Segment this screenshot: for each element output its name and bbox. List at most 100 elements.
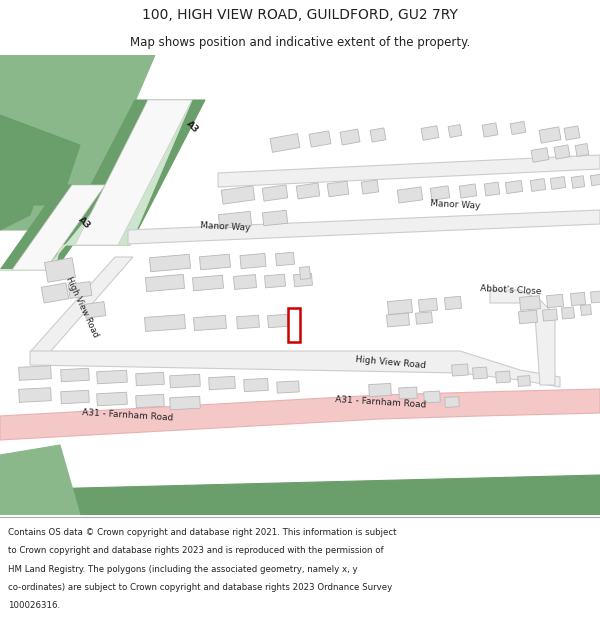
Polygon shape [12,185,105,270]
Polygon shape [145,274,185,292]
Text: High View Road: High View Road [64,275,100,339]
Polygon shape [550,177,566,189]
Polygon shape [61,390,89,404]
Text: A3: A3 [76,215,92,231]
Polygon shape [520,296,541,311]
Polygon shape [542,309,557,321]
Polygon shape [531,148,549,162]
Polygon shape [386,313,409,327]
Polygon shape [209,376,235,389]
Polygon shape [19,388,52,402]
Text: A3: A3 [184,119,200,135]
Polygon shape [448,124,462,138]
Polygon shape [430,186,450,200]
Polygon shape [0,475,600,515]
Text: Manor Way: Manor Way [200,221,251,232]
Text: A31 - Farnham Road: A31 - Farnham Road [335,395,427,409]
Polygon shape [136,372,164,386]
Polygon shape [399,387,417,399]
Polygon shape [510,121,526,134]
Polygon shape [369,383,391,397]
Polygon shape [571,292,586,306]
Text: High View Road: High View Road [355,356,426,371]
Text: co-ordinates) are subject to Crown copyright and database rights 2023 Ordnance S: co-ordinates) are subject to Crown copyr… [8,582,392,592]
Polygon shape [44,258,76,282]
Polygon shape [236,315,259,329]
Polygon shape [68,281,92,299]
Polygon shape [60,100,205,245]
Polygon shape [293,273,313,287]
Polygon shape [482,123,498,137]
Text: 100026316.: 100026316. [8,601,60,610]
Polygon shape [0,445,80,515]
Polygon shape [361,180,379,194]
Polygon shape [299,267,311,279]
Polygon shape [75,100,192,245]
Polygon shape [277,381,299,393]
Polygon shape [170,396,200,410]
Polygon shape [547,294,563,308]
Polygon shape [530,179,545,191]
Text: 100, HIGH VIEW ROAD, GUILDFORD, GU2 7RY: 100, HIGH VIEW ROAD, GUILDFORD, GU2 7RY [142,8,458,22]
Polygon shape [0,55,155,230]
Polygon shape [149,254,191,272]
Polygon shape [309,131,331,147]
Polygon shape [575,144,589,156]
Polygon shape [199,254,230,270]
Polygon shape [564,126,580,140]
Polygon shape [244,378,268,392]
Polygon shape [452,364,469,376]
Polygon shape [262,185,288,201]
Polygon shape [268,314,289,328]
Polygon shape [416,312,433,324]
Polygon shape [562,307,574,319]
Text: Abbot's Close: Abbot's Close [480,284,542,296]
Text: Contains OS data © Crown copyright and database right 2021. This information is : Contains OS data © Crown copyright and d… [8,528,397,538]
Polygon shape [445,296,461,309]
Polygon shape [554,145,570,159]
Text: Manor Way: Manor Way [430,199,481,211]
Polygon shape [170,374,200,388]
Polygon shape [473,367,487,379]
Text: to Crown copyright and database rights 2023 and is reproduced with the permissio: to Crown copyright and database rights 2… [8,546,383,556]
Polygon shape [496,371,511,383]
Polygon shape [265,274,286,288]
Polygon shape [218,211,251,229]
Polygon shape [397,187,423,203]
Polygon shape [19,366,52,381]
Polygon shape [490,290,555,385]
Polygon shape [136,394,164,408]
Polygon shape [421,126,439,140]
Polygon shape [97,392,127,406]
Text: Map shows position and indicative extent of the property.: Map shows position and indicative extent… [130,36,470,49]
Polygon shape [97,370,127,384]
Polygon shape [518,376,530,386]
Polygon shape [327,181,349,197]
Polygon shape [145,314,185,331]
Polygon shape [221,186,255,204]
Polygon shape [340,129,360,145]
Polygon shape [505,181,523,194]
Polygon shape [262,210,287,226]
Polygon shape [419,298,437,312]
Polygon shape [388,299,413,314]
Polygon shape [41,283,68,303]
Polygon shape [518,310,538,324]
Text: A31 - Farnham Road: A31 - Farnham Road [82,408,173,422]
Polygon shape [424,391,440,403]
Polygon shape [590,174,600,186]
Polygon shape [218,155,600,187]
Polygon shape [590,291,600,303]
Polygon shape [0,185,115,270]
Polygon shape [581,304,592,316]
Polygon shape [0,389,600,440]
Polygon shape [539,127,561,143]
Polygon shape [128,210,600,244]
Polygon shape [0,175,40,230]
Polygon shape [296,183,320,199]
Polygon shape [445,397,459,408]
Polygon shape [61,368,89,382]
Polygon shape [233,274,257,289]
Polygon shape [571,176,585,188]
Polygon shape [30,351,560,387]
